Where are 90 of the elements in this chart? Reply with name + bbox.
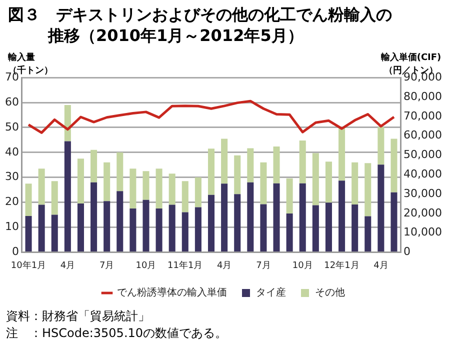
x-tick-label: 12年1月 <box>324 260 360 271</box>
y2-tick-label: 50,000 <box>404 148 442 162</box>
bar <box>182 181 188 212</box>
bar <box>142 200 150 252</box>
bar <box>38 168 45 205</box>
bar <box>378 126 384 165</box>
bar <box>104 201 110 252</box>
bar <box>38 204 45 252</box>
bar <box>273 146 280 184</box>
bar <box>116 152 124 192</box>
bar <box>156 208 162 252</box>
y-tick-label: 40 <box>4 145 19 158</box>
bar <box>25 216 32 252</box>
x-tick-label: 10月 <box>136 260 156 271</box>
bar <box>390 138 398 192</box>
bar <box>90 182 98 252</box>
x-tick-label: 4月 <box>374 260 388 271</box>
bar <box>247 148 254 182</box>
bar <box>77 158 84 204</box>
legend-label: タイ産 <box>256 286 286 299</box>
bar <box>104 162 110 202</box>
bar <box>168 204 176 252</box>
bar <box>130 208 136 252</box>
bar <box>247 182 254 252</box>
bar <box>390 192 398 252</box>
bar <box>364 216 372 252</box>
bar <box>352 162 358 205</box>
x-tick-label: 4月 <box>216 260 232 271</box>
bar <box>130 168 136 209</box>
y-tick-label: 30 <box>4 170 19 184</box>
bar <box>312 153 319 206</box>
bar <box>208 148 215 195</box>
x-tick-label: 10月 <box>292 260 313 271</box>
bar <box>286 214 293 252</box>
x-tick-label: 10年1月 <box>10 260 46 271</box>
bar <box>168 174 176 205</box>
bar <box>51 214 58 252</box>
bar <box>208 194 215 252</box>
text: 注 ：HSCode:3505.10の数値である。 <box>6 325 228 342</box>
bar <box>338 180 346 252</box>
bar <box>194 207 202 252</box>
y2-tick-label: 60,000 <box>404 128 442 142</box>
bar <box>77 204 84 252</box>
bar <box>364 163 372 216</box>
bar <box>182 212 188 252</box>
bar <box>299 140 306 184</box>
bar <box>142 171 150 200</box>
bar <box>260 162 267 204</box>
bar <box>312 205 319 252</box>
y2-tick-label: 30,000 <box>404 186 442 200</box>
chart-title: 図３ デキストリンおよびその他の化工でん粉輸入の推移（2010年1月～2012年5月） <box>8 4 393 46</box>
y2-tick-label: 10,000 <box>404 226 442 239</box>
bar <box>25 184 32 216</box>
legend-label: でん粉誘導体の輸入単価 <box>117 286 227 299</box>
bar <box>64 105 71 142</box>
bar <box>64 141 71 252</box>
bar <box>221 184 228 252</box>
bar <box>234 194 241 252</box>
y2-tick-label: 70,000 <box>404 109 442 122</box>
x-tick-label: 7月 <box>99 260 114 271</box>
bar <box>325 202 332 252</box>
x-tick-label: 11年1月 <box>168 260 203 271</box>
bar <box>51 181 58 215</box>
bar <box>156 168 162 209</box>
y2-tick-label: 80,000 <box>404 90 442 103</box>
x-tick-label: 4月 <box>60 260 76 271</box>
bar <box>338 128 346 181</box>
y-tick-label: 20 <box>4 195 19 208</box>
bar <box>286 178 293 214</box>
y-tick-label: 60 <box>4 95 19 108</box>
y-tick-label: 10 <box>4 220 19 234</box>
bar <box>352 204 358 252</box>
legend-label: その他 <box>315 286 345 299</box>
bar <box>90 150 98 182</box>
bar <box>234 155 241 194</box>
bar <box>299 183 306 252</box>
y2-tick-label: 0 <box>404 245 411 258</box>
y2-tick-label: 20,000 <box>404 206 442 220</box>
bar <box>273 183 280 252</box>
x-tick-label: 7月 <box>256 260 271 271</box>
bar <box>116 191 124 252</box>
y-tick-label: 50 <box>4 120 19 134</box>
text: 資料：財務省「貿易統計」 <box>6 308 151 325</box>
bar <box>194 177 202 208</box>
bar <box>325 162 332 203</box>
y-tick-label: 0 <box>12 245 19 258</box>
bar <box>221 138 228 184</box>
y2-tick-label: 40,000 <box>404 167 442 180</box>
bar <box>378 164 384 252</box>
bar <box>260 204 267 252</box>
